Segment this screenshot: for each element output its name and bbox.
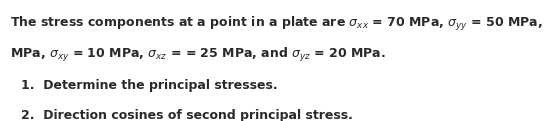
Text: 2.  Direction cosines of second principal stress.: 2. Direction cosines of second principal… bbox=[21, 109, 353, 121]
Text: MPa, $\sigma_{xy}$ = 10 MPa, $\sigma_{xz}$ = = 25 MPa, and $\sigma_{yz}$ = 20 MP: MPa, $\sigma_{xy}$ = 10 MPa, $\sigma_{xz… bbox=[10, 46, 386, 64]
Text: The stress components at a point in a plate are $\sigma_{xx}$ = 70 MPa, $\sigma_: The stress components at a point in a pl… bbox=[10, 15, 544, 33]
Text: 1.  Determine the principal stresses.: 1. Determine the principal stresses. bbox=[21, 79, 277, 92]
